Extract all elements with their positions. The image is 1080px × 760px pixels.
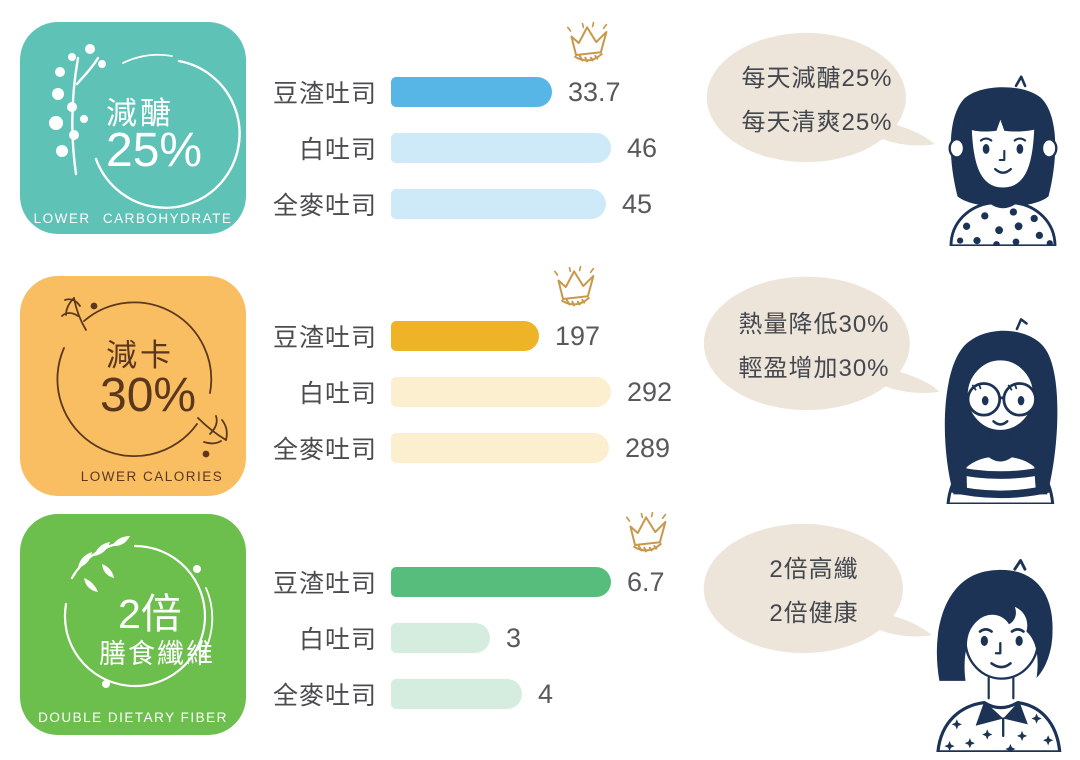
category-label: 全麥吐司 bbox=[272, 192, 377, 220]
chart-row: 豆渣吐司 33.7 bbox=[265, 64, 705, 120]
speech-bubble-shape bbox=[703, 276, 940, 411]
category-label: 白吐司 bbox=[298, 380, 377, 408]
value-label: 292 bbox=[627, 376, 673, 407]
bar-chart-dietary-fiber: 豆渣吐司 6.7 白吐司 3 全麥吐司 4 bbox=[265, 510, 705, 726]
bar-track bbox=[391, 679, 522, 709]
chart-row: 全麥吐司 289 bbox=[265, 420, 705, 476]
girl-glasses-illustration bbox=[944, 318, 1058, 506]
bar-track bbox=[391, 623, 490, 653]
bar-track bbox=[391, 433, 609, 463]
badge-title-zh: 2倍 bbox=[118, 591, 182, 637]
character-girl-short-hair-stars bbox=[922, 556, 1067, 757]
crown-icon bbox=[566, 21, 608, 63]
badge-caption-en: LOWER CALORIES bbox=[80, 469, 224, 484]
badge-caption-en: DOUBLE DIETARY FIBER bbox=[38, 710, 228, 725]
category-label: 豆渣吐司 bbox=[272, 570, 377, 598]
bubble-line: 每天清爽25% bbox=[741, 109, 893, 137]
badge-caption-en: LOWER CARBOHYDRATE bbox=[33, 211, 233, 226]
bar-track bbox=[391, 567, 611, 597]
speech-bubble-shape bbox=[703, 523, 932, 654]
chart-row: 全麥吐司 4 bbox=[265, 666, 705, 722]
bar-white-toast bbox=[391, 377, 611, 407]
chart-row: 白吐司 46 bbox=[265, 120, 705, 176]
bar-okara-toast bbox=[391, 567, 611, 597]
girl-short-hair-illustration bbox=[936, 559, 1062, 755]
bubble-line: 2倍高纖 bbox=[769, 556, 859, 583]
category-label: 豆渣吐司 bbox=[272, 324, 377, 352]
speech-bubble-shape bbox=[706, 32, 935, 163]
chart-row: 豆渣吐司 197 bbox=[265, 308, 705, 364]
bar-track bbox=[391, 189, 606, 219]
badge-percent: 30% bbox=[100, 369, 197, 422]
character-girl-bob-polka-dot bbox=[938, 74, 1068, 251]
badge-title-zh: 減卡 bbox=[106, 338, 174, 373]
speech-bubble-fiber: 2倍高纖 2倍健康 bbox=[702, 518, 937, 668]
bar-white-toast bbox=[391, 623, 490, 653]
value-label: 46 bbox=[627, 132, 658, 163]
badge-percent: 25% bbox=[106, 124, 203, 177]
bubble-line: 輕盈增加30% bbox=[738, 354, 890, 382]
category-label: 白吐司 bbox=[298, 626, 377, 654]
crown-icon bbox=[553, 265, 595, 307]
category-label: 豆渣吐司 bbox=[272, 80, 377, 108]
character-girl-glasses-stripes bbox=[930, 318, 1068, 509]
value-label: 3 bbox=[506, 622, 522, 653]
bar-chart-calories: 豆渣吐司 197 白吐司 292 全麥吐司 289 bbox=[265, 264, 705, 480]
category-label: 全麥吐司 bbox=[272, 682, 377, 710]
bar-wholewheat-toast bbox=[391, 189, 606, 219]
chart-row: 全麥吐司 45 bbox=[265, 176, 705, 232]
value-label: 45 bbox=[622, 188, 653, 219]
badge-decoration-flower-sprig bbox=[49, 44, 241, 209]
chart-row: 豆渣吐司 6.7 bbox=[265, 554, 705, 610]
value-label: 4 bbox=[538, 678, 554, 709]
bar-okara-toast bbox=[391, 77, 552, 107]
bar-track bbox=[391, 377, 611, 407]
badge-double-dietary-fiber: 2倍 膳食纖維 DOUBLE DIETARY FIBER bbox=[20, 514, 246, 735]
crown-icon bbox=[625, 511, 667, 553]
category-label: 全麥吐司 bbox=[272, 436, 377, 464]
value-label: 197 bbox=[555, 320, 601, 351]
value-label: 289 bbox=[625, 432, 671, 463]
speech-bubble-carbohydrate: 每天減醣25% 每天清爽25% bbox=[705, 28, 940, 176]
bar-wholewheat-toast bbox=[391, 433, 609, 463]
speech-bubble-calories: 熱量降低30% 輕盈增加30% bbox=[702, 272, 945, 424]
girl-bob-illustration bbox=[948, 75, 1058, 248]
bar-track bbox=[391, 321, 539, 351]
bubble-line: 每天減醣25% bbox=[741, 65, 893, 93]
category-label: 白吐司 bbox=[298, 136, 377, 164]
badge-title-zh: 減醣 bbox=[106, 96, 174, 131]
value-label: 33.7 bbox=[568, 76, 621, 107]
bar-white-toast bbox=[391, 133, 611, 163]
badge-decoration-leaf-circle bbox=[56, 297, 228, 458]
chart-row: 白吐司 3 bbox=[265, 610, 705, 666]
bar-chart-carbohydrate: 豆渣吐司 33.7 白吐司 46 全麥吐司 45 bbox=[265, 20, 705, 236]
bar-okara-toast bbox=[391, 321, 539, 351]
badge-subtitle-zh: 膳食纖維 bbox=[99, 639, 215, 669]
badge-lower-carbohydrate: 減醣 25% LOWER CARBOHYDRATE bbox=[20, 22, 246, 234]
bar-wholewheat-toast bbox=[391, 679, 522, 709]
badge-decoration-olive-branch bbox=[63, 536, 214, 688]
bubble-line: 熱量降低30% bbox=[738, 310, 890, 338]
bar-track bbox=[391, 133, 611, 163]
badge-lower-calories: 減卡 30% LOWER CALORIES bbox=[20, 276, 246, 496]
bubble-line: 2倍健康 bbox=[769, 600, 859, 627]
bar-track bbox=[391, 77, 552, 107]
value-label: 6.7 bbox=[627, 566, 665, 597]
chart-row: 白吐司 292 bbox=[265, 364, 705, 420]
